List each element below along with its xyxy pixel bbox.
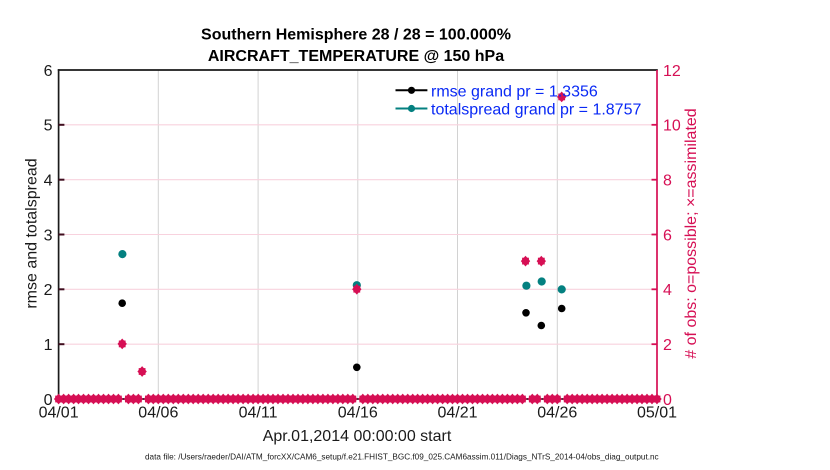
svg-text:2: 2 — [663, 337, 672, 354]
svg-text:3: 3 — [44, 227, 53, 244]
svg-text:04/06: 04/06 — [138, 405, 178, 422]
svg-text:04/26: 04/26 — [537, 405, 577, 422]
svg-text:8: 8 — [663, 173, 672, 190]
svg-text:04/16: 04/16 — [338, 405, 378, 422]
svg-text:2: 2 — [44, 282, 53, 299]
svg-text:04/21: 04/21 — [438, 405, 478, 422]
svg-text:0: 0 — [663, 392, 672, 409]
svg-text:6: 6 — [44, 63, 53, 80]
svg-text:5: 5 — [44, 118, 53, 135]
svg-text:10: 10 — [663, 118, 681, 135]
svg-text:0: 0 — [44, 392, 53, 409]
svg-text:1: 1 — [44, 337, 53, 354]
svg-text:4: 4 — [44, 173, 53, 190]
svg-text:Apr.01,2014 00:00:00 start: Apr.01,2014 00:00:00 start — [263, 428, 452, 445]
svg-text:AIRCRAFT_TEMPERATURE @ 150 hPa: AIRCRAFT_TEMPERATURE @ 150 hPa — [208, 48, 504, 65]
svg-text:04/11: 04/11 — [239, 405, 278, 422]
svg-text:rmse and totalspread: rmse and totalspread — [24, 158, 41, 308]
svg-text:rmse grand pr = 1.3356: rmse grand pr = 1.3356 — [431, 83, 598, 100]
svg-text:totalspread grand pr = 1.8757: totalspread grand pr = 1.8757 — [431, 102, 641, 119]
svg-text:Southern Hemisphere 28 / 28 =: Southern Hemisphere 28 / 28 = 100.000% — [201, 27, 511, 44]
svg-text:6: 6 — [663, 227, 672, 244]
svg-text:12: 12 — [663, 63, 681, 80]
svg-text:04/01: 04/01 — [39, 405, 79, 422]
svg-text:# of obs: o=possible; ×=assimi: # of obs: o=possible; ×=assimilated — [683, 108, 700, 358]
svg-text:4: 4 — [663, 282, 672, 299]
svg-text:05/01: 05/01 — [637, 405, 677, 422]
svg-text:data file: /Users/raeder/DAI/A: data file: /Users/raeder/DAI/ATM_forcXX/… — [145, 453, 659, 462]
